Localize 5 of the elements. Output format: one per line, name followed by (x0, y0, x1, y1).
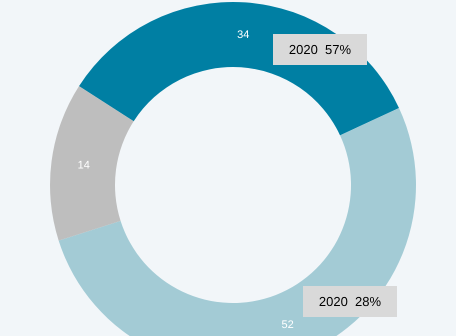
text: 2020 28% (303, 286, 397, 317)
data-label: 34 (237, 28, 250, 41)
data-label: 52 (282, 319, 294, 332)
text: 2020 57% (273, 34, 367, 65)
data-label: 14 (78, 159, 90, 172)
